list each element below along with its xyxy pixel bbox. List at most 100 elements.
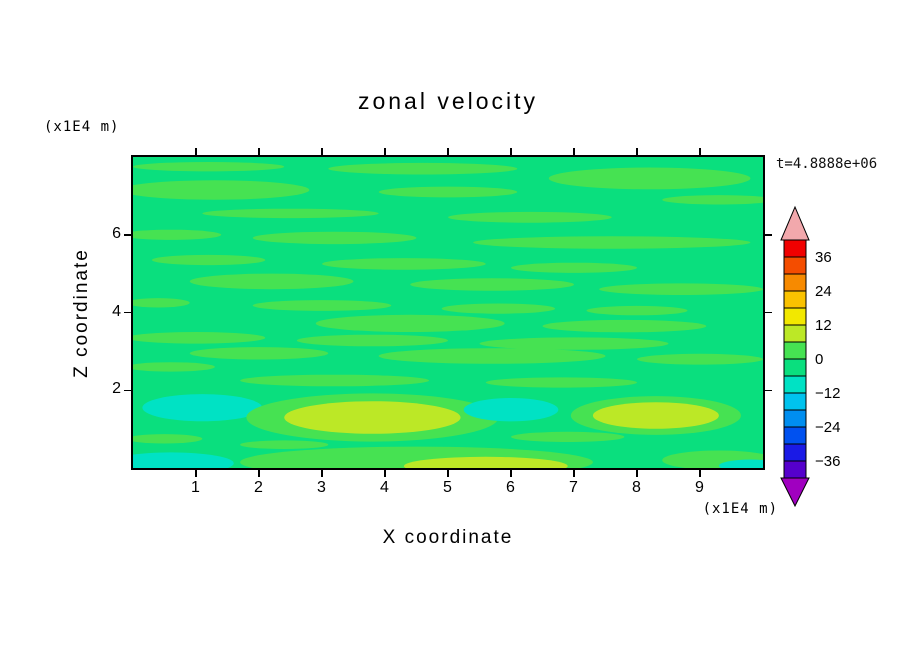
contour-feature bbox=[252, 300, 392, 311]
colorbar-segment bbox=[783, 426, 807, 445]
y-axis-unit-label: (x1E4 m) bbox=[44, 119, 120, 135]
colorbar-segment bbox=[783, 307, 807, 326]
contour-feature bbox=[151, 254, 266, 266]
contour-feature bbox=[592, 402, 719, 429]
colorbar-over-arrow bbox=[780, 205, 810, 241]
y-tick-mark bbox=[765, 311, 772, 314]
contour-feature bbox=[378, 186, 518, 198]
contour-field bbox=[133, 162, 763, 468]
x-tick-mark bbox=[636, 148, 638, 155]
x-tick-mark bbox=[258, 470, 260, 477]
contour-feature bbox=[586, 305, 688, 316]
colorbar-segment bbox=[783, 460, 807, 479]
colorbar-segment bbox=[783, 358, 807, 377]
contour-feature bbox=[252, 231, 417, 245]
contour-feature bbox=[403, 456, 568, 468]
x-tick-label: 8 bbox=[632, 479, 642, 496]
colorbar-label: 24 bbox=[815, 283, 832, 300]
x-tick-label: 7 bbox=[569, 479, 579, 496]
colorbar-segment bbox=[783, 324, 807, 343]
colorbar-label: −36 bbox=[815, 453, 840, 470]
contour-feature bbox=[189, 347, 329, 360]
x-tick-label: 3 bbox=[317, 479, 327, 496]
contour-feature bbox=[599, 283, 763, 295]
colorbar-segment bbox=[783, 341, 807, 360]
colorbar-label: 0 bbox=[815, 351, 823, 368]
x-tick-mark bbox=[510, 148, 512, 155]
x-tick-mark bbox=[384, 148, 386, 155]
y-tick-label: 4 bbox=[112, 302, 122, 320]
contour-feature bbox=[378, 348, 606, 364]
contour-feature bbox=[322, 258, 486, 270]
x-tick-mark bbox=[573, 470, 575, 477]
colorbar-segment bbox=[783, 256, 807, 275]
contour-feature bbox=[133, 332, 266, 344]
x-axis-unit-label: (x1E4 m) bbox=[702, 501, 778, 517]
contour-feature bbox=[133, 229, 222, 240]
contour-feature bbox=[410, 278, 574, 291]
contour-feature bbox=[202, 208, 379, 219]
colorbar-label: −12 bbox=[815, 385, 840, 402]
y-tick-label: 6 bbox=[112, 224, 122, 242]
colorbar-label: 36 bbox=[815, 249, 832, 266]
x-tick-label: 2 bbox=[254, 479, 264, 496]
contour-feature bbox=[133, 434, 203, 444]
x-tick-mark bbox=[510, 470, 512, 477]
contour-feature bbox=[142, 394, 263, 422]
x-axis-title: X coordinate bbox=[382, 527, 514, 548]
colorbar-under-arrow bbox=[780, 477, 810, 508]
contour-feature bbox=[133, 362, 215, 372]
contour-feature bbox=[315, 314, 505, 332]
contour-feature bbox=[542, 319, 707, 333]
contour-feature bbox=[296, 334, 448, 347]
colorbar-segment bbox=[783, 409, 807, 428]
y-tick-mark bbox=[124, 311, 131, 314]
y-tick-mark bbox=[124, 389, 131, 391]
contour-feature bbox=[240, 374, 430, 387]
contour-feature bbox=[662, 195, 763, 205]
x-tick-mark bbox=[321, 148, 323, 155]
contour-feature bbox=[511, 431, 625, 442]
contour-feature bbox=[133, 180, 310, 200]
x-tick-label: 6 bbox=[506, 479, 516, 496]
contour-feature bbox=[463, 398, 559, 422]
x-tick-label: 4 bbox=[380, 479, 390, 496]
contour-plot-area bbox=[131, 155, 765, 470]
colorbar-segment bbox=[783, 443, 807, 462]
colorbar-label: −24 bbox=[815, 419, 840, 436]
x-tick-mark bbox=[636, 470, 638, 477]
contour-feature bbox=[473, 236, 751, 249]
colorbar-segment bbox=[783, 392, 807, 411]
x-tick-mark bbox=[447, 470, 449, 477]
x-tick-mark bbox=[321, 470, 323, 477]
contour-feature bbox=[133, 298, 190, 308]
contour-feature bbox=[637, 353, 763, 365]
time-label: t=4.8888e+06 bbox=[776, 156, 878, 172]
colorbar: 36 24 12 0 −12 −24 −36 bbox=[768, 205, 868, 523]
x-tick-label: 9 bbox=[695, 479, 705, 496]
y-tick-mark bbox=[765, 389, 772, 391]
x-tick-mark bbox=[195, 148, 197, 155]
colorbar-segment bbox=[783, 239, 807, 258]
contour-feature bbox=[284, 401, 461, 434]
x-tick-mark bbox=[384, 470, 386, 477]
contour-feature bbox=[548, 167, 751, 190]
contour-feature bbox=[133, 162, 285, 172]
colorbar-segment bbox=[783, 375, 807, 394]
colorbar-label: 12 bbox=[815, 317, 832, 334]
contour-feature bbox=[718, 459, 763, 468]
x-tick-mark bbox=[195, 470, 197, 477]
contour-feature bbox=[328, 162, 518, 175]
contour-feature bbox=[240, 440, 329, 450]
y-tick-label: 2 bbox=[112, 380, 122, 398]
x-tick-label: 1 bbox=[191, 479, 201, 496]
x-tick-mark bbox=[573, 148, 575, 155]
chart-title: zonal velocity bbox=[357, 88, 539, 114]
y-tick-mark bbox=[765, 234, 772, 236]
contour-feature bbox=[133, 452, 234, 468]
y-axis-title-text: Z coordinate bbox=[71, 247, 92, 378]
colorbar-scale: 36 24 12 0 −12 −24 −36 bbox=[780, 205, 840, 508]
x-tick-mark bbox=[699, 470, 701, 477]
contour-feature bbox=[511, 262, 637, 273]
